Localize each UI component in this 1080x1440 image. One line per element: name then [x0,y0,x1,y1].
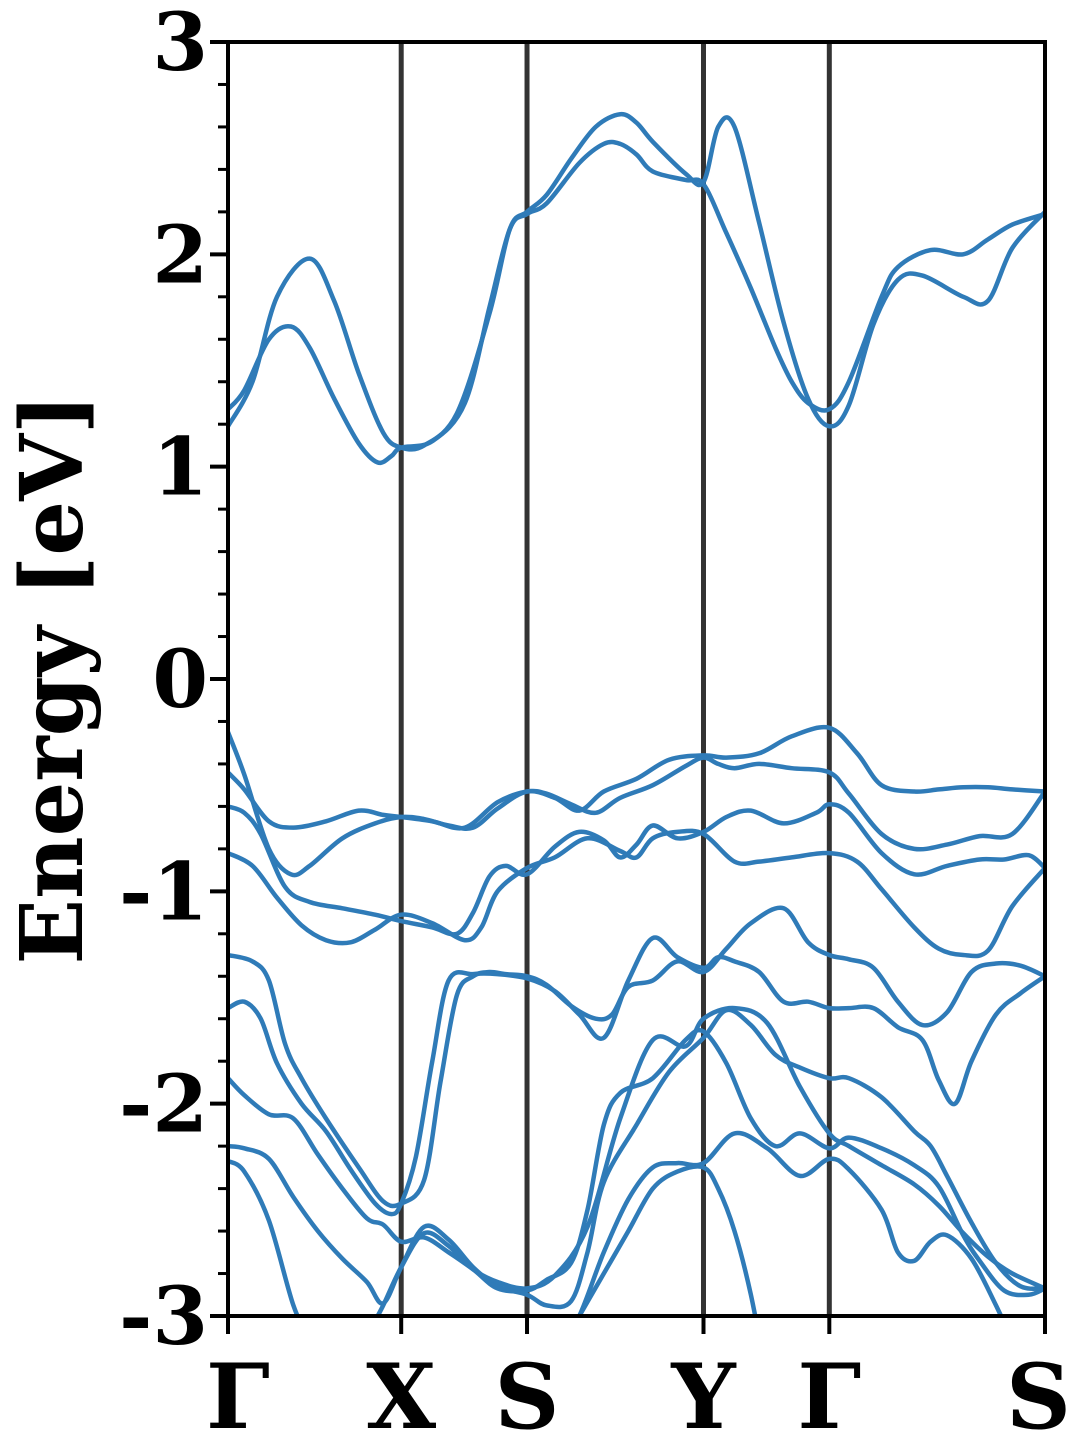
kpoint-label-1: X [366,1344,436,1440]
y-tick-label-5: 2 [152,207,208,301]
y-tick-label-2: -1 [119,844,208,938]
band-line-4 [228,802,1045,937]
kpoint-label-2: S [495,1344,560,1440]
kpoint-label-4: Γ [797,1344,861,1440]
y-axis-label: Energy [eV] [2,394,103,965]
y-tick-label-6: 3 [152,0,208,89]
y-tick-label-3: 0 [152,632,208,726]
band-line-2 [228,724,1045,878]
kpoint-label-0: Γ [206,1344,270,1440]
band-line-6 [228,905,1045,1209]
y-axis-ticks: -3 -2 -1 0 1 2 3 [119,0,228,1363]
y-tick-label-4: 1 [152,420,208,514]
band-line-12 [576,1164,758,1316]
kpoint-lines [398,42,832,1316]
band-line-11 [576,1130,1004,1316]
y-tick-label-1: -2 [119,1057,208,1151]
kpoint-label-5: S [1006,1344,1071,1440]
band-curves [228,111,1045,1316]
band-line-5 [228,828,1045,959]
band-line-0 [228,139,1045,466]
kpoint-label-3: Y [670,1344,737,1440]
band-line-1 [228,111,1045,452]
band-line-3 [228,755,1045,852]
band-line-10 [228,1005,1045,1316]
y-tick-label-0: -3 [119,1269,208,1363]
band-line-7 [228,935,1045,1217]
band-line-8 [228,1027,1045,1298]
